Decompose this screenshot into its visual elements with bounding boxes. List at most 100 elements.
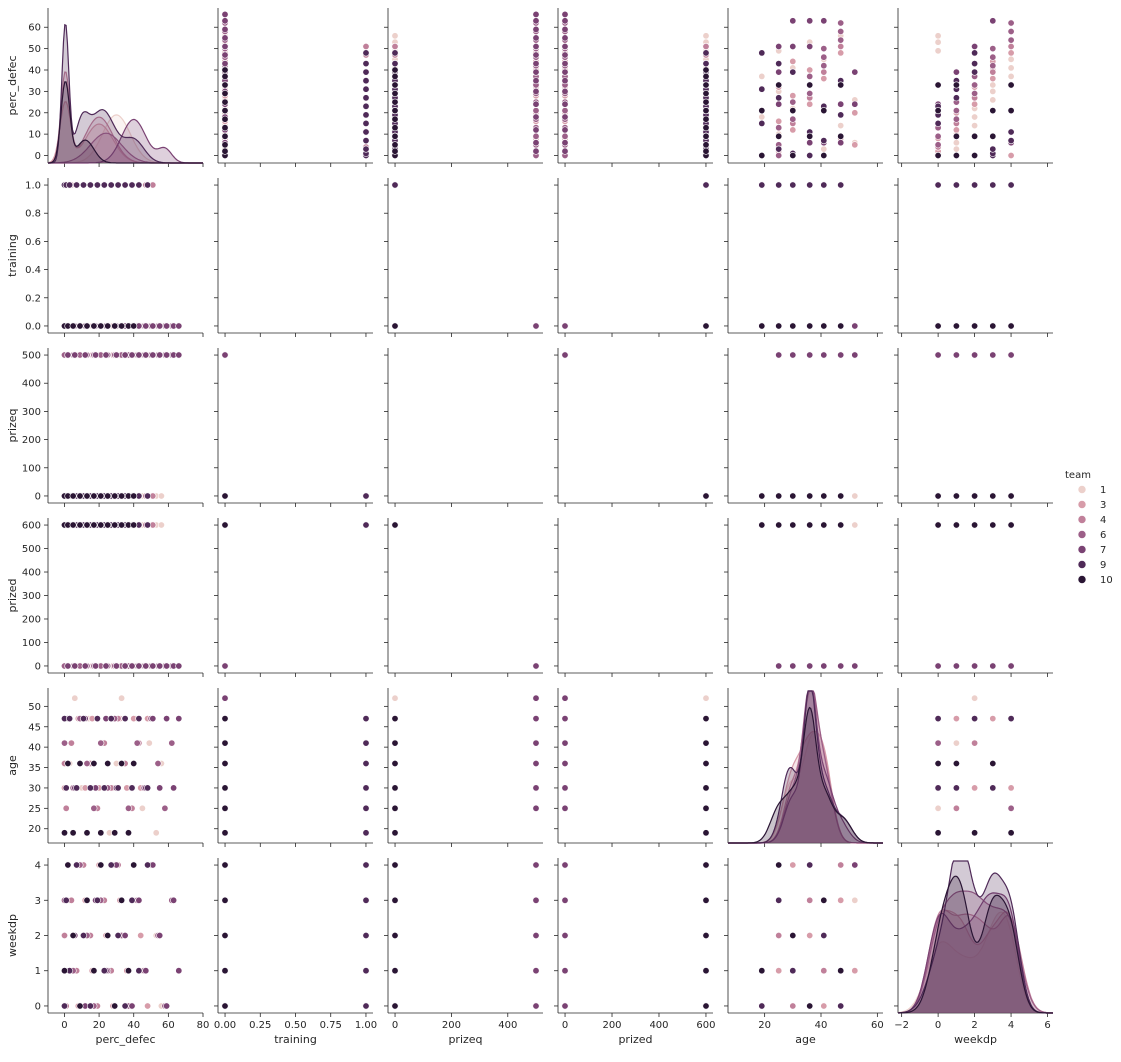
scatter-point-team-4	[820, 967, 828, 975]
scatter-point-team-10	[83, 492, 91, 500]
scatter-point-team-9	[128, 181, 136, 189]
x-tick-label: 60	[162, 1020, 175, 1031]
scatter-point-team-9	[121, 715, 129, 723]
scatter-point-team-9	[362, 128, 370, 136]
scatter-point-team-10	[989, 107, 997, 115]
y-tick-label: 100	[22, 463, 41, 474]
scatter-point-team-10	[820, 322, 828, 330]
scatter-point-team-9	[1007, 137, 1015, 145]
scatter-point-team-7	[561, 1002, 569, 1010]
scatter-point-team-10	[989, 492, 997, 500]
scatter-point-team-7	[837, 662, 845, 670]
scatter-point-team-7	[775, 68, 783, 76]
scatter-point-team-6	[837, 27, 845, 35]
scatter-point-team-10	[76, 1002, 84, 1010]
y-tick-label: 400	[22, 379, 41, 390]
scatter-point-team-9	[362, 829, 370, 837]
scatter-point-team-9	[93, 896, 101, 904]
scatter-point-team-7	[561, 51, 569, 59]
legend-label-team-1: 1	[1100, 485, 1106, 496]
scatter-point-team-3	[775, 117, 783, 125]
scatter-point-team-7	[532, 715, 540, 723]
scatter-point-team-9	[135, 181, 143, 189]
scatter-point-team-10	[837, 967, 845, 975]
scatter-point-team-6	[806, 90, 814, 98]
scatter-point-team-6	[561, 107, 569, 115]
scatter-point-team-1	[989, 81, 997, 89]
x-tick-label: 0.75	[320, 1020, 342, 1031]
scatter-point-team-7	[221, 17, 229, 25]
scatter-point-team-10	[806, 132, 814, 140]
scatter-point-team-10	[83, 521, 91, 529]
scatter-point-team-10	[775, 861, 783, 869]
legend-marker-team-4	[1077, 515, 1087, 524]
scatter-point-team-3	[837, 49, 845, 57]
scatter-point-team-10	[221, 115, 229, 123]
scatter-point-team-10	[76, 322, 84, 330]
scatter-point-team-7	[532, 139, 540, 147]
x-tick-label: 0	[562, 1020, 568, 1031]
scatter-point-team-9	[952, 784, 960, 792]
scatter-point-team-7	[789, 42, 797, 50]
scatter-point-team-7	[952, 351, 960, 359]
x-tick-label: 20	[93, 1020, 106, 1031]
scatter-point-team-7	[806, 139, 814, 147]
scatter-point-team-9	[107, 861, 115, 869]
scatter-point-team-10	[952, 132, 960, 140]
scatter-point-team-10	[702, 739, 710, 747]
scatter-point-team-10	[971, 829, 979, 837]
scatter-point-team-3	[1007, 784, 1015, 792]
scatter-point-team-9	[73, 861, 81, 869]
scatter-point-team-9	[114, 784, 122, 792]
scatter-point-team-10	[702, 115, 710, 123]
scatter-point-team-10	[837, 132, 845, 140]
kde-line-team-10	[47, 81, 203, 164]
scatter-point-team-10	[125, 967, 133, 975]
scatter-point-team-4	[789, 1002, 797, 1010]
scatter-point-team-10	[83, 896, 91, 904]
y-tick-label: 30	[28, 87, 41, 98]
scatter-point-team-6	[837, 36, 845, 44]
scatter-point-team-10	[820, 107, 828, 115]
y-tick-label: 0.4	[25, 265, 41, 276]
scatter-point-team-9	[934, 119, 942, 127]
scatter-point-team-10	[221, 784, 229, 792]
scatter-point-team-10	[221, 931, 229, 939]
y-tick-label: 2	[35, 931, 41, 942]
scatter-point-team-1	[152, 829, 160, 837]
scatter-point-team-7	[775, 100, 783, 108]
legend-label-team-9: 9	[1100, 560, 1106, 571]
kde-line-team-7	[48, 118, 203, 164]
x-tick-label: 0	[935, 1020, 941, 1031]
scatter-point-team-6	[952, 115, 960, 123]
scatter-point-team-9	[66, 181, 74, 189]
scatter-point-team-9	[362, 784, 370, 792]
scatter-point-team-9	[362, 77, 370, 85]
scatter-point-team-1	[952, 139, 960, 147]
scatter-point-team-7	[532, 17, 540, 25]
scatter-point-team-1	[157, 521, 165, 529]
scatter-point-team-7	[112, 351, 120, 359]
scatter-point-team-7	[149, 322, 157, 330]
kde-area-team-6	[48, 133, 203, 163]
scatter-point-team-9	[971, 49, 979, 57]
scatter-point-team-10	[989, 521, 997, 529]
scatter-point-team-7	[561, 715, 569, 723]
x-tick-label: 2	[971, 1020, 977, 1031]
scatter-point-team-10	[1007, 492, 1015, 500]
scatter-point-team-3	[851, 141, 859, 149]
scatter-point-team-1	[391, 32, 399, 40]
scatter-point-team-3	[137, 931, 145, 939]
kde-area-team-7	[898, 892, 1053, 1013]
scatter-point-team-10	[391, 804, 399, 812]
scatter-point-team-6	[154, 759, 162, 767]
scatter-point-team-10	[702, 896, 710, 904]
scatter-point-team-9	[93, 181, 101, 189]
scatter-point-team-10	[391, 521, 399, 529]
scatter-point-team-10	[989, 322, 997, 330]
scatter-point-team-7	[561, 967, 569, 975]
y-tick-label: 40	[28, 66, 41, 77]
scatter-point-team-1	[391, 694, 399, 702]
scatter-point-team-10	[111, 1002, 119, 1010]
scatter-point-team-9	[971, 181, 979, 189]
